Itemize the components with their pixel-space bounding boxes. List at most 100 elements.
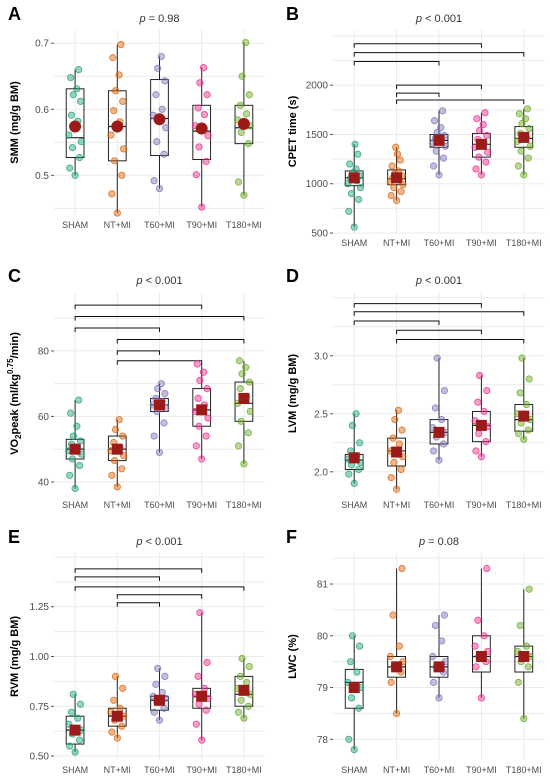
significance-bracket xyxy=(353,303,482,308)
data-point xyxy=(387,678,395,686)
y-tick-label: 1500 xyxy=(306,130,329,141)
data-point xyxy=(429,678,438,686)
data-point xyxy=(198,203,206,211)
data-point xyxy=(397,465,405,474)
data-point xyxy=(429,652,437,661)
data-point xyxy=(350,746,358,754)
data-point xyxy=(395,440,403,448)
mean-marker xyxy=(518,131,530,143)
y-axis-label: SMM (mg/g BM) xyxy=(9,81,21,164)
significance-bracket xyxy=(116,338,245,344)
y-tick-label: 1.00 xyxy=(30,652,50,663)
significance-bracket xyxy=(353,52,525,57)
data-point xyxy=(242,38,250,47)
data-point xyxy=(520,714,528,723)
data-point xyxy=(200,684,208,692)
data-point xyxy=(111,157,119,165)
data-point xyxy=(160,419,168,427)
data-point xyxy=(69,91,77,99)
y-axis-label: RVM (mg/g BM) xyxy=(9,616,21,697)
mean-marker xyxy=(196,690,208,702)
data-point xyxy=(439,440,448,448)
x-tick-label: T90+MI xyxy=(466,500,497,510)
x-tick-label: T60+MI xyxy=(144,220,175,230)
panel-letter: D xyxy=(286,266,299,286)
significance-bracket xyxy=(116,602,160,607)
significance-bracket xyxy=(353,320,440,325)
data-point xyxy=(113,209,121,217)
significance-bracket xyxy=(396,92,440,98)
mean-marker xyxy=(518,651,530,662)
y-axis-label: LWC (%) xyxy=(287,634,299,679)
mean-marker xyxy=(196,404,208,416)
x-tick-label: NT+MI xyxy=(383,765,410,775)
data-point xyxy=(234,442,243,450)
x-tick-label: SHAM xyxy=(341,765,367,775)
data-point xyxy=(472,447,480,455)
y-tick-label: 40 xyxy=(38,477,50,488)
data-point xyxy=(475,126,484,135)
data-point xyxy=(472,165,480,173)
data-point xyxy=(198,455,206,463)
x-tick-label: T180+MI xyxy=(506,765,542,775)
y-tick-label: 500 xyxy=(311,229,328,240)
data-point xyxy=(67,111,76,119)
box xyxy=(107,90,127,162)
y-tick-label: 1000 xyxy=(306,179,329,190)
data-point xyxy=(244,702,252,710)
data-point xyxy=(345,735,353,743)
x-tick-label: SHAM xyxy=(62,500,88,510)
data-point xyxy=(76,437,85,445)
data-point xyxy=(431,404,439,412)
data-point xyxy=(75,396,83,404)
x-tick-label: SHAM xyxy=(341,238,367,248)
data-point xyxy=(75,66,83,74)
mean-marker xyxy=(195,122,208,135)
x-tick-label: T180+MI xyxy=(226,500,262,510)
panel-c: C 40 60 80 SHAM NT+MI T60+MI T90+MI T180+MI VO2pe… xyxy=(6,266,265,510)
data-point xyxy=(346,658,355,666)
mean-marker xyxy=(433,134,445,146)
x-tick-label: NT+MI xyxy=(104,500,131,510)
data-point xyxy=(152,680,160,688)
data-point xyxy=(526,142,534,150)
data-point xyxy=(475,153,483,161)
data-point xyxy=(192,720,200,728)
panel-d: D 2.0 2.5 3.0 SHAM NT+MI T60+MI T90+MI T180+MI LV… xyxy=(286,266,545,510)
data-point xyxy=(517,147,525,155)
data-point xyxy=(158,688,166,696)
significance-bracket xyxy=(396,339,525,344)
data-point xyxy=(203,384,211,393)
mean-marker xyxy=(391,446,403,458)
data-point xyxy=(472,663,480,671)
x-tick-label: T60+MI xyxy=(424,765,455,775)
data-point xyxy=(240,460,248,468)
data-point xyxy=(437,123,445,132)
data-point xyxy=(391,415,399,424)
data-point xyxy=(516,621,524,630)
data-point xyxy=(108,190,116,198)
data-point xyxy=(388,162,396,170)
x-tick-label: T60+MI xyxy=(424,500,455,510)
data-point xyxy=(477,453,485,461)
data-point xyxy=(195,700,203,708)
data-point xyxy=(518,120,526,128)
box xyxy=(192,388,212,427)
data-point xyxy=(387,473,395,482)
mean-marker xyxy=(111,120,124,133)
data-point xyxy=(395,642,403,650)
data-point xyxy=(438,637,446,645)
significance-bracket xyxy=(353,43,482,48)
data-point xyxy=(346,160,354,168)
data-point xyxy=(389,434,397,442)
y-tick-label: 80 xyxy=(38,346,50,357)
significance-bracket xyxy=(396,84,482,90)
panel-title: p < 0.001 xyxy=(415,13,462,25)
data-point xyxy=(158,105,166,113)
data-point xyxy=(67,73,75,82)
data-point xyxy=(345,470,353,478)
y-tick-label: 0.6 xyxy=(35,105,49,116)
significance-bracket xyxy=(396,99,525,104)
mean-marker xyxy=(348,682,360,694)
data-point xyxy=(352,165,360,173)
